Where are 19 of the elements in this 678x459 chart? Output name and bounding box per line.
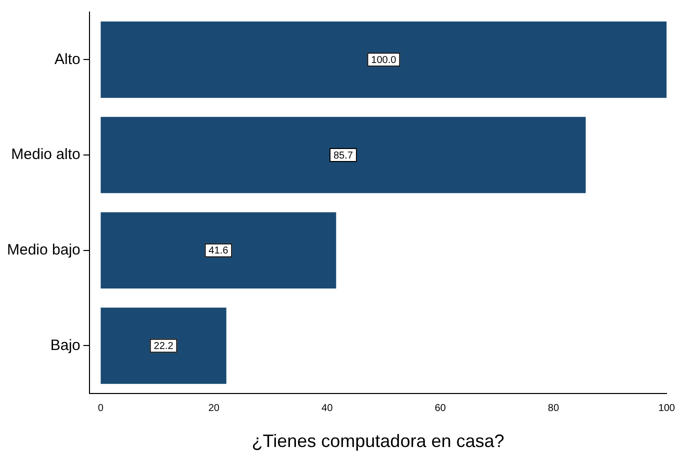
y-tick-label: Alto [54,50,80,68]
data-label: 85.7 [333,150,354,162]
y-tick-label: Bajo [50,336,80,354]
x-tick-label: 20 [208,403,220,414]
bar [100,116,586,194]
y-tick-label: Medio alto [11,146,80,164]
x-tick-label: 0 [98,403,104,414]
bar [100,308,226,384]
x-axis-title: ¿Tienes computadora en casa? [252,431,504,452]
data-label: 100.0 [371,54,397,66]
data-label: 41.6 [208,246,229,257]
x-tick-label: 40 [322,403,334,414]
x-tick-label: 100 [658,403,676,414]
x-tick-label: 60 [434,403,446,414]
bar [100,22,667,98]
x-tick-label: 80 [548,403,560,414]
y-tick-label: Medio bajo [6,242,80,259]
bar [100,212,336,289]
data-label: 22.2 [154,340,174,352]
